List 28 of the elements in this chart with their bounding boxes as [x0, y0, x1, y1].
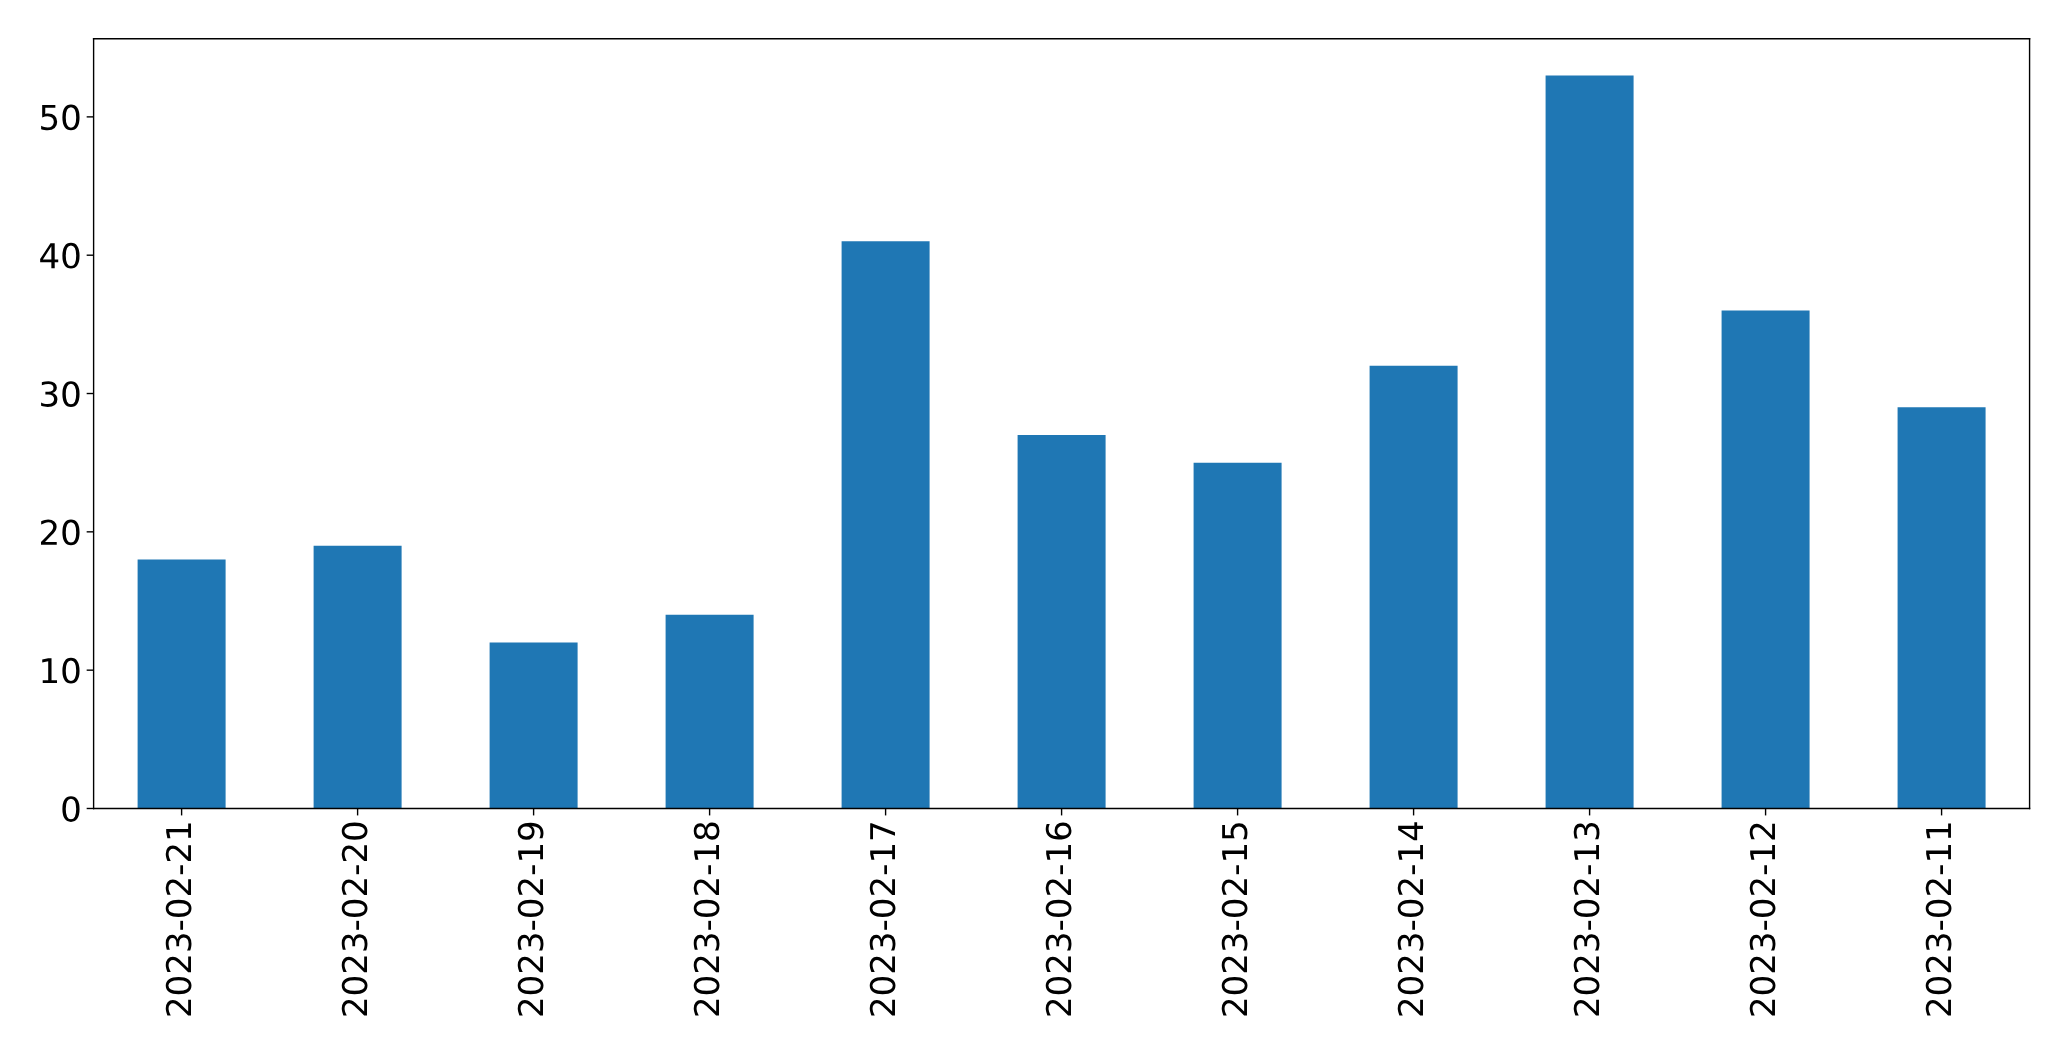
x-tick-label: 2023-02-18	[693, 822, 720, 1016]
bar	[1017, 435, 1106, 809]
x-tick-label: 2023-02-14	[1397, 822, 1424, 1016]
y-tick-label: 10	[42, 657, 80, 684]
y-tick-label: 40	[40, 242, 80, 269]
x-tick-label: 2023-02-11	[1925, 823, 1952, 1016]
x-tick-label: 2023-02-13	[1573, 823, 1600, 1016]
bar	[841, 241, 930, 809]
y-tick-label: 50	[41, 104, 80, 131]
x-tick-label: 2023-02-16	[1045, 822, 1072, 1016]
x-tick-label: 2023-02-17	[869, 823, 896, 1016]
x-tick-label: 2023-02-20	[341, 822, 368, 1016]
y-tick-label: 30	[41, 381, 80, 407]
bar	[1193, 462, 1282, 809]
x-tick-label: 2023-02-19	[517, 822, 544, 1016]
bar	[137, 559, 226, 809]
x-tick-label: 2023-02-12	[1749, 823, 1776, 1016]
bar	[1721, 310, 1810, 809]
y-tick-label: 0	[62, 796, 80, 822]
x-tick-label: 2023-02-21	[165, 823, 192, 1016]
bar	[1897, 407, 1986, 809]
bar	[1369, 365, 1458, 809]
x-tick-label: 2023-02-15	[1221, 823, 1248, 1016]
bar	[489, 642, 578, 809]
bar	[665, 614, 754, 809]
y-tick-label: 20	[41, 519, 80, 546]
bar	[1545, 75, 1634, 809]
bar	[313, 545, 402, 809]
